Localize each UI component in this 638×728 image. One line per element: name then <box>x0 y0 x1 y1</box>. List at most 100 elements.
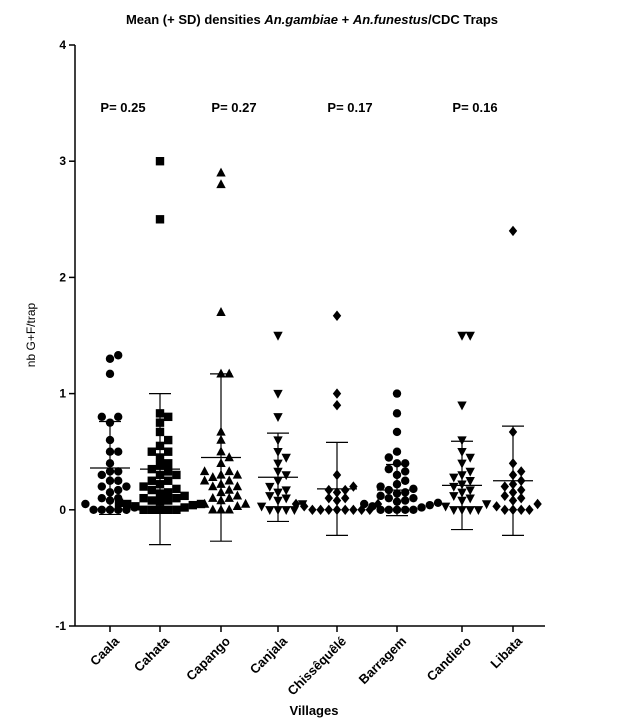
data-point <box>316 504 325 515</box>
data-point <box>273 448 283 457</box>
axes: -1 0 1 2 3 4 <box>55 38 545 633</box>
data-point <box>155 461 165 470</box>
data-point <box>155 505 165 514</box>
data-point <box>392 505 402 514</box>
data-point <box>332 495 342 506</box>
data-point <box>508 495 518 506</box>
data-point <box>449 473 459 483</box>
series-chissqul <box>291 310 383 536</box>
data-point <box>349 481 358 492</box>
data-point <box>114 476 123 485</box>
data-point <box>457 496 467 506</box>
data-point <box>97 505 107 514</box>
data-point <box>500 504 509 515</box>
data-point <box>401 476 410 485</box>
data-point <box>401 488 410 497</box>
data-point <box>457 488 467 498</box>
data-point <box>147 505 156 514</box>
y-tick-label: 4 <box>59 38 66 52</box>
data-point <box>281 471 291 481</box>
y-tick-label: 0 <box>59 503 66 517</box>
data-point <box>465 506 475 515</box>
data-point <box>123 499 132 509</box>
data-point <box>289 506 300 515</box>
data-point <box>180 491 189 501</box>
data-point <box>525 504 534 515</box>
data-point <box>481 500 492 510</box>
data-point <box>341 484 350 496</box>
data-point <box>224 492 234 502</box>
data-point <box>392 480 402 489</box>
data-point <box>392 409 402 418</box>
data-point <box>164 459 173 468</box>
title-part: An.funestus <box>352 12 428 27</box>
data-point <box>308 504 317 515</box>
data-point <box>508 479 518 490</box>
error-bar <box>201 373 241 542</box>
data-point <box>155 409 165 418</box>
data-point <box>341 492 350 504</box>
data-point <box>105 488 115 497</box>
data-point <box>164 447 173 456</box>
category-label: Chissêquêlé <box>284 634 349 699</box>
data-point <box>105 467 115 476</box>
data-point <box>349 504 358 515</box>
data-point <box>105 459 115 468</box>
data-point <box>180 503 189 512</box>
data-point <box>457 436 467 446</box>
data-point <box>465 331 475 341</box>
data-point <box>155 453 165 462</box>
data-point <box>508 504 518 515</box>
data-point <box>114 467 123 476</box>
data-point <box>281 453 291 463</box>
data-point <box>208 481 218 491</box>
data-point <box>376 491 385 501</box>
data-point <box>332 487 342 498</box>
category-label: Candiero <box>424 633 474 683</box>
data-point <box>232 469 243 479</box>
data-point <box>465 477 475 486</box>
data-point <box>105 496 115 505</box>
data-point <box>155 427 165 437</box>
data-point <box>89 505 98 514</box>
data-point <box>384 464 393 474</box>
data-point <box>508 487 518 498</box>
series-group <box>81 157 542 546</box>
data-point <box>147 447 156 456</box>
data-point <box>392 459 402 468</box>
data-point <box>457 448 467 457</box>
series-barragem <box>360 389 443 517</box>
data-point <box>105 447 115 456</box>
data-point <box>216 479 226 488</box>
data-point <box>147 496 156 505</box>
data-point <box>409 505 418 514</box>
data-point <box>256 502 267 512</box>
data-point <box>216 469 226 479</box>
data-point <box>392 497 402 506</box>
data-point <box>392 489 402 498</box>
p-value-label: P= 0.25 <box>100 100 145 115</box>
data-point <box>449 492 459 502</box>
data-point <box>232 481 243 491</box>
data-point <box>300 501 309 512</box>
data-point <box>105 369 115 379</box>
data-point <box>155 441 165 451</box>
data-point <box>265 506 275 515</box>
data-point <box>139 482 148 491</box>
data-point <box>384 505 393 514</box>
data-point <box>409 484 418 494</box>
p-value-label: P= 0.27 <box>211 100 256 115</box>
data-point <box>224 475 234 485</box>
title-part: Mean (+ SD) densities <box>126 12 264 27</box>
data-point <box>216 487 226 497</box>
data-point <box>392 447 402 456</box>
series-candiero <box>440 331 492 531</box>
data-point <box>425 500 434 510</box>
data-point <box>384 485 393 495</box>
category-label: Barragem <box>356 634 410 688</box>
data-point <box>216 495 226 505</box>
category-label: Caala <box>87 633 123 669</box>
series-caala <box>81 351 139 516</box>
data-point <box>105 435 115 445</box>
